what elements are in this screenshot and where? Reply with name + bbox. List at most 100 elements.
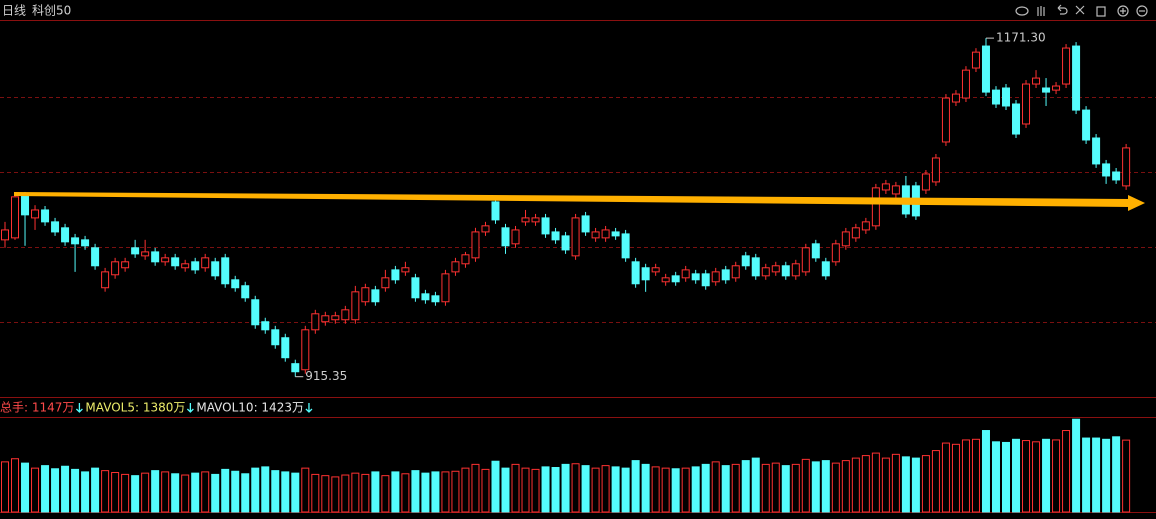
candle-body <box>891 185 900 195</box>
candle-body <box>721 269 730 281</box>
volume-bar <box>361 473 370 513</box>
candle-body <box>961 69 970 99</box>
chart-title: 科创50 <box>32 4 71 18</box>
candle-body <box>841 231 850 247</box>
volume-bar <box>411 470 420 513</box>
volume-bar <box>301 467 310 513</box>
zoom-out-icon[interactable] <box>1136 5 1148 17</box>
candle-body <box>471 231 480 259</box>
volume-bar <box>511 463 520 513</box>
volume-bar <box>501 467 510 513</box>
candle-body <box>781 265 790 277</box>
candle-body <box>181 263 190 269</box>
candle-body <box>441 273 450 303</box>
volume-bar <box>101 470 110 513</box>
volume-bar <box>621 467 630 513</box>
candle-body <box>321 315 330 323</box>
volume-bar <box>581 465 590 513</box>
volume-bar <box>381 475 390 513</box>
candle-body <box>61 227 70 243</box>
candle-body <box>851 227 860 239</box>
candle-body <box>481 225 490 233</box>
volume-bar <box>221 468 230 513</box>
legend-entry: 总手: 1147万 <box>0 401 74 415</box>
volume-bar <box>451 470 460 513</box>
volume-bar <box>611 466 620 513</box>
undo-icon[interactable] <box>1057 4 1068 15</box>
candle-body <box>41 209 50 223</box>
volume-bar <box>1122 439 1131 513</box>
candle-body <box>811 243 820 259</box>
volume-bar <box>751 457 760 513</box>
pin-icon[interactable] <box>1075 5 1085 15</box>
volume-bar <box>1032 441 1041 513</box>
candle-body <box>281 337 290 359</box>
annotation-label: 915.35 <box>305 369 347 383</box>
candle-body <box>121 261 130 269</box>
volume-bar <box>701 463 710 513</box>
period-label: 日线 <box>2 4 26 18</box>
volume-bar <box>421 472 430 513</box>
volume-bar <box>51 468 60 513</box>
candle-body <box>31 209 40 219</box>
volume-bar <box>1022 440 1031 513</box>
volume-bar <box>121 473 130 513</box>
volume-bar <box>21 462 30 513</box>
volume-bar <box>241 473 250 513</box>
volume-bar <box>761 463 770 513</box>
candle-body <box>51 221 60 233</box>
zoom-in-icon[interactable] <box>1117 5 1129 17</box>
volume-bar <box>881 457 890 513</box>
candle-body <box>211 261 220 277</box>
candle-body <box>861 221 870 231</box>
volume-bar <box>481 468 490 513</box>
volume-bar <box>1112 436 1121 513</box>
candle-body <box>401 267 410 273</box>
candle-body <box>131 247 140 255</box>
candle-body <box>711 271 720 283</box>
volume-bar <box>401 473 410 513</box>
volume-bar <box>281 471 290 513</box>
candle-body <box>641 267 650 281</box>
volume-bar <box>271 470 280 513</box>
candle-body <box>391 269 400 281</box>
annotation-label: 1171.30 <box>996 31 1046 45</box>
volume-bar <box>641 463 650 513</box>
candle-body <box>101 271 110 289</box>
candle-body <box>741 255 750 267</box>
volume-bar <box>861 455 870 513</box>
volume-bar <box>971 438 980 513</box>
volume-bar <box>331 476 340 513</box>
candle-body <box>491 201 500 221</box>
volume-bar <box>941 442 950 513</box>
candle-body <box>541 217 550 235</box>
lock-icon[interactable] <box>1096 6 1106 17</box>
candle-body <box>1072 45 1081 111</box>
volume-bar <box>781 465 790 513</box>
candle-body <box>531 217 540 223</box>
candle-body <box>651 267 660 273</box>
candle-body <box>1092 137 1101 165</box>
candle-body <box>381 277 390 289</box>
volume-bar <box>841 460 850 513</box>
candle-body <box>1062 47 1071 85</box>
marks: 1171.30 915.35 <box>0 31 1156 513</box>
candle-body <box>771 265 780 273</box>
volume-bar <box>341 474 350 513</box>
candle-body <box>611 231 620 237</box>
volume-bar <box>1102 438 1111 513</box>
view-icon[interactable] <box>1015 6 1029 16</box>
candle-body <box>1112 171 1121 181</box>
hand-icon[interactable] <box>1037 6 1045 16</box>
candle-body <box>1032 77 1041 85</box>
candle-body <box>461 254 470 265</box>
volume-bar <box>681 467 690 513</box>
candle-body <box>751 257 760 277</box>
volume-bar <box>711 461 720 513</box>
toolbar <box>1015 4 1148 17</box>
candle-body <box>761 267 770 277</box>
volume-bar <box>391 471 400 513</box>
volume-bar <box>961 439 970 513</box>
candle-body <box>561 235 570 251</box>
